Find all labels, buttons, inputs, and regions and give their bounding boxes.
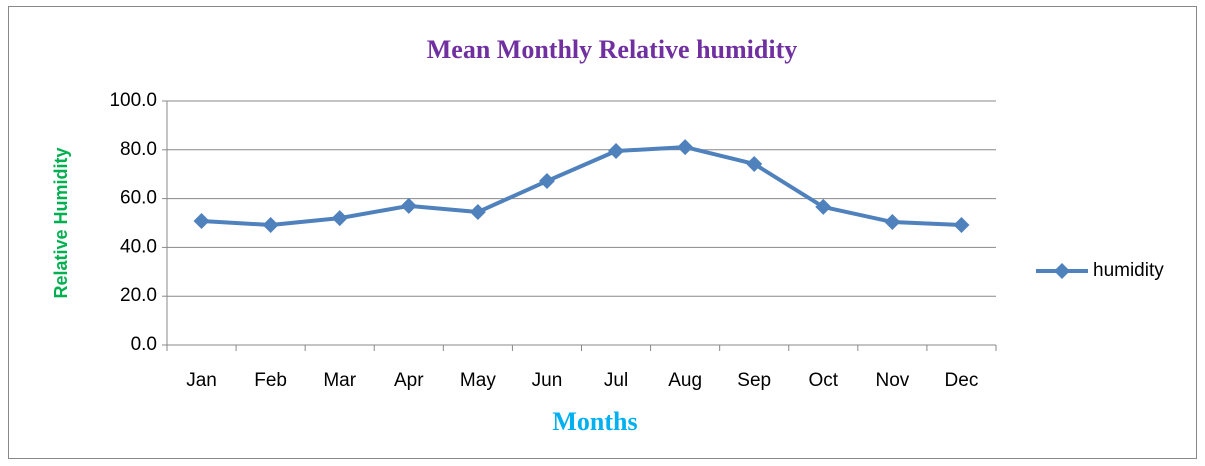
series-line: [201, 145, 962, 227]
x-tick-label: Sep: [737, 370, 771, 391]
y-tick-label: 100.0: [109, 90, 157, 111]
legend-label: humidity: [1093, 260, 1164, 281]
x-tick-label: Dec: [945, 370, 979, 391]
chart-title: Mean Monthly Relative humidity: [427, 35, 798, 64]
x-tick-label: May: [460, 370, 496, 391]
x-tick-label: Aug: [668, 370, 702, 391]
data-point: [884, 214, 901, 231]
y-tick-label: 20.0: [120, 285, 157, 306]
x-tick-label: Mar: [323, 370, 356, 391]
y-axis-title: Relative Humidity: [51, 147, 71, 298]
x-tick-label: Apr: [394, 370, 424, 391]
data-point: [538, 173, 555, 190]
x-tick-label: Jan: [186, 370, 217, 391]
chart-border: [8, 6, 1197, 459]
x-tick-label: Nov: [875, 370, 909, 391]
x-tick-label: Feb: [254, 370, 287, 391]
data-point: [746, 155, 763, 172]
y-tick-label: 80.0: [120, 139, 157, 160]
y-tick-label: 40.0: [120, 236, 157, 257]
data-point: [608, 143, 625, 160]
y-tick-label: 60.0: [120, 188, 157, 209]
data-point: [953, 216, 970, 233]
x-tick-label: Oct: [809, 370, 839, 391]
y-tick-label: 0.0: [131, 334, 157, 355]
data-point: [262, 216, 279, 233]
x-tick-label: Jun: [532, 370, 563, 391]
legend-marker: [1054, 263, 1070, 279]
x-axis-title: Months: [552, 407, 637, 436]
data-point: [469, 204, 486, 221]
x-tick-label: Jul: [604, 370, 628, 391]
data-point: [400, 197, 417, 214]
data-point: [331, 210, 348, 227]
data-point: [815, 198, 832, 215]
data-point: [193, 213, 210, 230]
data-point: [677, 139, 694, 156]
